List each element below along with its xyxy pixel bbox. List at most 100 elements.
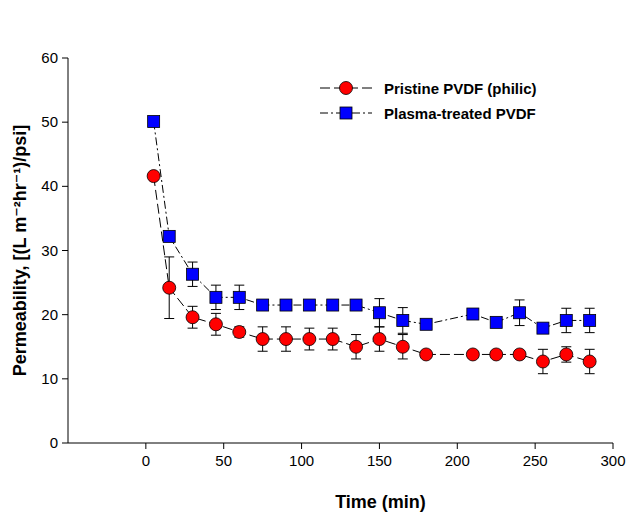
- data-point: [350, 340, 363, 353]
- x-axis-label: Time (min): [335, 492, 426, 512]
- data-point: [373, 307, 385, 319]
- error-cap: [211, 309, 221, 310]
- y-tick: [62, 122, 68, 123]
- data-point: [396, 340, 409, 353]
- x-tick-label: 100: [289, 452, 314, 469]
- error-cap: [211, 335, 221, 336]
- error-cap: [188, 306, 198, 307]
- error-cap: [304, 349, 314, 350]
- data-point: [560, 348, 573, 361]
- error-bar: [211, 285, 221, 309]
- x-axis: [68, 443, 613, 444]
- data-point: [514, 307, 526, 319]
- error-bar: [585, 308, 595, 332]
- data-point: [513, 348, 526, 361]
- data-point: [147, 170, 160, 183]
- data-point: [583, 355, 596, 368]
- x-tick: [223, 443, 224, 449]
- error-cap: [234, 309, 244, 310]
- error-cap: [515, 299, 525, 300]
- x-tick: [613, 443, 614, 449]
- plot-area: [147, 116, 596, 374]
- data-point: [397, 314, 409, 326]
- data-point: [420, 318, 432, 330]
- error-cap: [374, 298, 384, 299]
- data-point: [233, 291, 245, 303]
- error-cap: [398, 333, 408, 334]
- data-point: [326, 333, 339, 346]
- error-cap: [234, 285, 244, 286]
- error-cap: [188, 262, 198, 263]
- x-tick: [379, 443, 380, 449]
- legend-label: Plasma-treated PVDF: [384, 105, 536, 122]
- x-tick: [535, 443, 536, 449]
- x-tick-label: 200: [445, 452, 470, 469]
- data-point: [584, 314, 596, 326]
- data-point: [536, 355, 549, 368]
- data-point: [303, 333, 316, 346]
- data-point: [490, 316, 502, 328]
- legend-marker: [340, 82, 353, 95]
- error-cap: [374, 326, 384, 327]
- y-tick-label: 50: [41, 113, 58, 130]
- error-cap: [398, 334, 408, 335]
- error-cap: [585, 332, 595, 333]
- error-cap: [398, 307, 408, 308]
- error-cap: [351, 334, 361, 335]
- data-point: [537, 322, 549, 334]
- x-tick-label: 50: [215, 452, 232, 469]
- y-tick: [62, 314, 68, 315]
- error-cap: [585, 373, 595, 374]
- data-point: [560, 314, 572, 326]
- error-cap: [374, 326, 384, 327]
- data-point: [490, 348, 503, 361]
- data-point: [350, 299, 362, 311]
- data-point: [420, 348, 433, 361]
- series-line: [154, 122, 590, 329]
- error-cap: [188, 286, 198, 287]
- y-tick-label: 20: [41, 306, 58, 323]
- error-cap: [188, 328, 198, 329]
- error-bar: [398, 308, 408, 334]
- error-cap: [374, 351, 384, 352]
- data-point: [466, 348, 479, 361]
- error-cap: [164, 318, 174, 319]
- data-point: [209, 318, 222, 331]
- y-tick: [62, 58, 68, 59]
- error-cap: [561, 308, 571, 309]
- y-axis-label: Permeability, [(L m⁻²hr⁻¹)/psi]: [10, 125, 30, 376]
- error-cap: [258, 326, 268, 327]
- error-cap: [561, 362, 571, 363]
- error-cap: [561, 346, 571, 347]
- x-tick-label: 250: [523, 452, 548, 469]
- data-point: [187, 268, 199, 280]
- legend-label: Pristine PVDF (philic): [384, 80, 537, 97]
- error-cap: [281, 326, 291, 327]
- y-tick: [62, 186, 68, 187]
- data-point: [233, 325, 246, 338]
- x-tick: [457, 443, 458, 449]
- data-point: [257, 299, 269, 311]
- legend: Pristine PVDF (philic) Plasma-treated PVD…: [320, 80, 537, 122]
- y-tick-label: 60: [41, 49, 58, 66]
- error-cap: [258, 351, 268, 352]
- y-tick: [62, 443, 68, 444]
- series-line: [154, 176, 590, 361]
- error-cap: [328, 328, 338, 329]
- error-cap: [398, 358, 408, 359]
- data-point: [327, 299, 339, 311]
- error-cap: [281, 351, 291, 352]
- y-tick: [62, 250, 68, 251]
- error-cap: [515, 325, 525, 326]
- error-cap: [585, 308, 595, 309]
- error-bar: [515, 300, 525, 326]
- error-cap: [351, 358, 361, 359]
- error-cap: [328, 349, 338, 350]
- x-tick-label: 150: [367, 452, 392, 469]
- y-tick-label: 30: [41, 242, 58, 259]
- data-point: [467, 308, 479, 320]
- y-tick-label: 10: [41, 370, 58, 387]
- y-tick: [62, 378, 68, 379]
- data-point: [303, 299, 315, 311]
- data-point: [148, 116, 160, 128]
